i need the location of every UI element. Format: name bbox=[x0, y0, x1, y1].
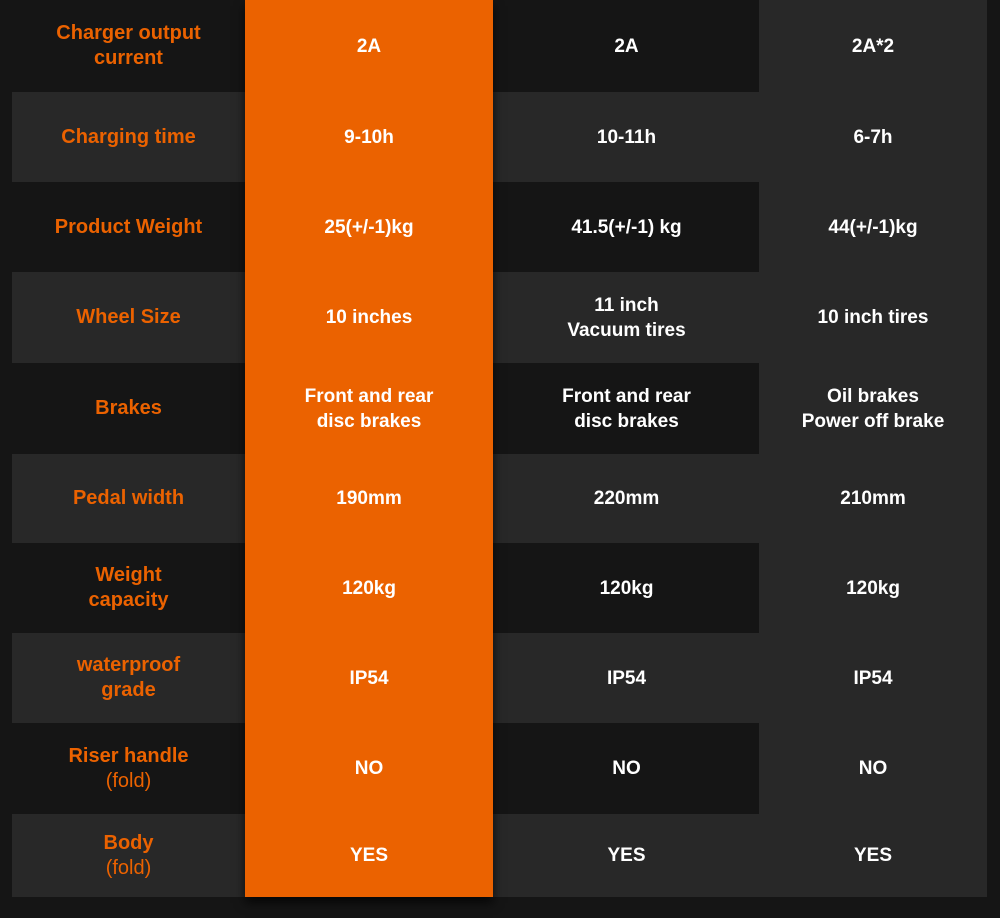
value-cell-product-3: 210mm bbox=[759, 454, 987, 543]
value-text: YES bbox=[349, 845, 389, 866]
value-cell-product-2: Front and rear disc brakes bbox=[494, 363, 759, 454]
value-text: 6-7h bbox=[853, 126, 893, 148]
value-text: 10 inch tires bbox=[817, 307, 929, 328]
value-text: 44(+/-1)kg bbox=[828, 216, 918, 238]
value-text: YES bbox=[853, 845, 893, 866]
row-label: Product Weight bbox=[12, 182, 245, 272]
value-text: 2A*2 bbox=[851, 35, 895, 57]
value-cell-product-2: 10-11h bbox=[494, 92, 759, 182]
value-text: 25(+/-1)kg bbox=[324, 216, 414, 238]
value-cell-product-1: 2A bbox=[245, 0, 493, 92]
value-text: 9-10h bbox=[344, 126, 394, 148]
row-label-text: Charging time bbox=[61, 125, 196, 148]
value-text: 41.5(+/-1) kg bbox=[571, 216, 682, 238]
row-label-text: Pedal width bbox=[72, 487, 185, 509]
value-text: 190mm bbox=[336, 488, 402, 509]
row-label: Body (fold) bbox=[12, 814, 245, 897]
row-label: Riser handle (fold) bbox=[12, 723, 245, 814]
value-cell-product-2: 41.5(+/-1) kg bbox=[494, 182, 759, 272]
value-text: Front and rear disc brakes bbox=[562, 385, 691, 432]
value-text: YES bbox=[607, 845, 646, 866]
value-cell-product-1: 25(+/-1)kg bbox=[245, 182, 493, 272]
row-label: Wheel Size bbox=[12, 272, 245, 363]
value-text: 210mm bbox=[840, 488, 906, 509]
value-cell-product-3: NO bbox=[759, 723, 987, 814]
row-label: waterproof grade bbox=[12, 633, 245, 723]
row-label-text: Riser handle bbox=[68, 744, 189, 767]
row-label: Pedal width bbox=[12, 454, 245, 543]
row-label: Weight capacity bbox=[12, 543, 245, 633]
value-text: IP54 bbox=[349, 667, 389, 689]
value-cell-product-1: 190mm bbox=[245, 454, 493, 543]
value-cell-product-1: 120kg bbox=[245, 543, 493, 633]
row-label: Brakes bbox=[12, 363, 245, 454]
row-label-text: Product Weight bbox=[54, 215, 203, 238]
row-label-text: Wheel Size bbox=[76, 306, 181, 328]
value-text: 10 inches bbox=[325, 307, 413, 328]
row-label: Charging time bbox=[12, 92, 245, 182]
value-cell-product-3: Oil brakes Power off brake bbox=[759, 363, 987, 454]
value-text: NO bbox=[354, 758, 384, 779]
value-cell-product-3: YES bbox=[759, 814, 987, 897]
row-label-text: Body bbox=[103, 831, 154, 854]
value-cell-product-1: Front and rear disc brakes bbox=[245, 363, 493, 454]
value-cell-product-2: IP54 bbox=[494, 633, 759, 723]
value-cell-product-1: NO bbox=[245, 723, 493, 814]
value-text: 220mm bbox=[593, 488, 660, 509]
value-cell-product-3: 6-7h bbox=[759, 92, 987, 182]
row-label-text: Weight capacity bbox=[88, 564, 169, 611]
value-cell-product-3: 10 inch tires bbox=[759, 272, 987, 363]
row-label: Charger output current bbox=[12, 0, 245, 92]
value-cell-product-2: 220mm bbox=[494, 454, 759, 543]
value-text: 2A bbox=[614, 35, 639, 57]
value-cell-product-3: 120kg bbox=[759, 543, 987, 633]
value-text: 120kg bbox=[599, 577, 654, 599]
value-text: NO bbox=[858, 758, 888, 779]
value-text: 11 inch Vacuum tires bbox=[567, 294, 686, 341]
value-cell-product-2: YES bbox=[494, 814, 759, 897]
value-cell-product-2: 120kg bbox=[494, 543, 759, 633]
row-label-text: Charger output current bbox=[56, 22, 201, 69]
value-text: Front and rear disc brakes bbox=[304, 385, 434, 432]
value-cell-product-2: 11 inch Vacuum tires bbox=[494, 272, 759, 363]
value-cell-product-1: 10 inches bbox=[245, 272, 493, 363]
value-cell-product-2: NO bbox=[494, 723, 759, 814]
value-cell-product-3: IP54 bbox=[759, 633, 987, 723]
value-text: 120kg bbox=[342, 577, 396, 599]
row-label-text: waterproof grade bbox=[76, 654, 181, 701]
value-text: IP54 bbox=[606, 667, 647, 689]
row-label-sub: (fold) bbox=[105, 769, 152, 792]
value-text: Oil brakes Power off brake bbox=[801, 385, 945, 432]
highlighted-product-column bbox=[245, 0, 493, 897]
row-label-text: Brakes bbox=[95, 397, 162, 419]
value-cell-product-2: 2A bbox=[494, 0, 759, 92]
value-text: 120kg bbox=[846, 577, 900, 599]
row-label-sub: (fold) bbox=[105, 856, 152, 879]
value-text: 2A bbox=[356, 35, 382, 57]
value-cell-product-1: 9-10h bbox=[245, 92, 493, 182]
value-text: 10-11h bbox=[596, 126, 657, 148]
value-cell-product-3: 2A*2 bbox=[759, 0, 987, 92]
value-cell-product-3: 44(+/-1)kg bbox=[759, 182, 987, 272]
value-cell-product-1: IP54 bbox=[245, 633, 493, 723]
value-text: NO bbox=[612, 758, 641, 779]
value-text: IP54 bbox=[853, 667, 893, 689]
value-cell-product-1: YES bbox=[245, 814, 493, 897]
third-product-column bbox=[759, 0, 987, 897]
